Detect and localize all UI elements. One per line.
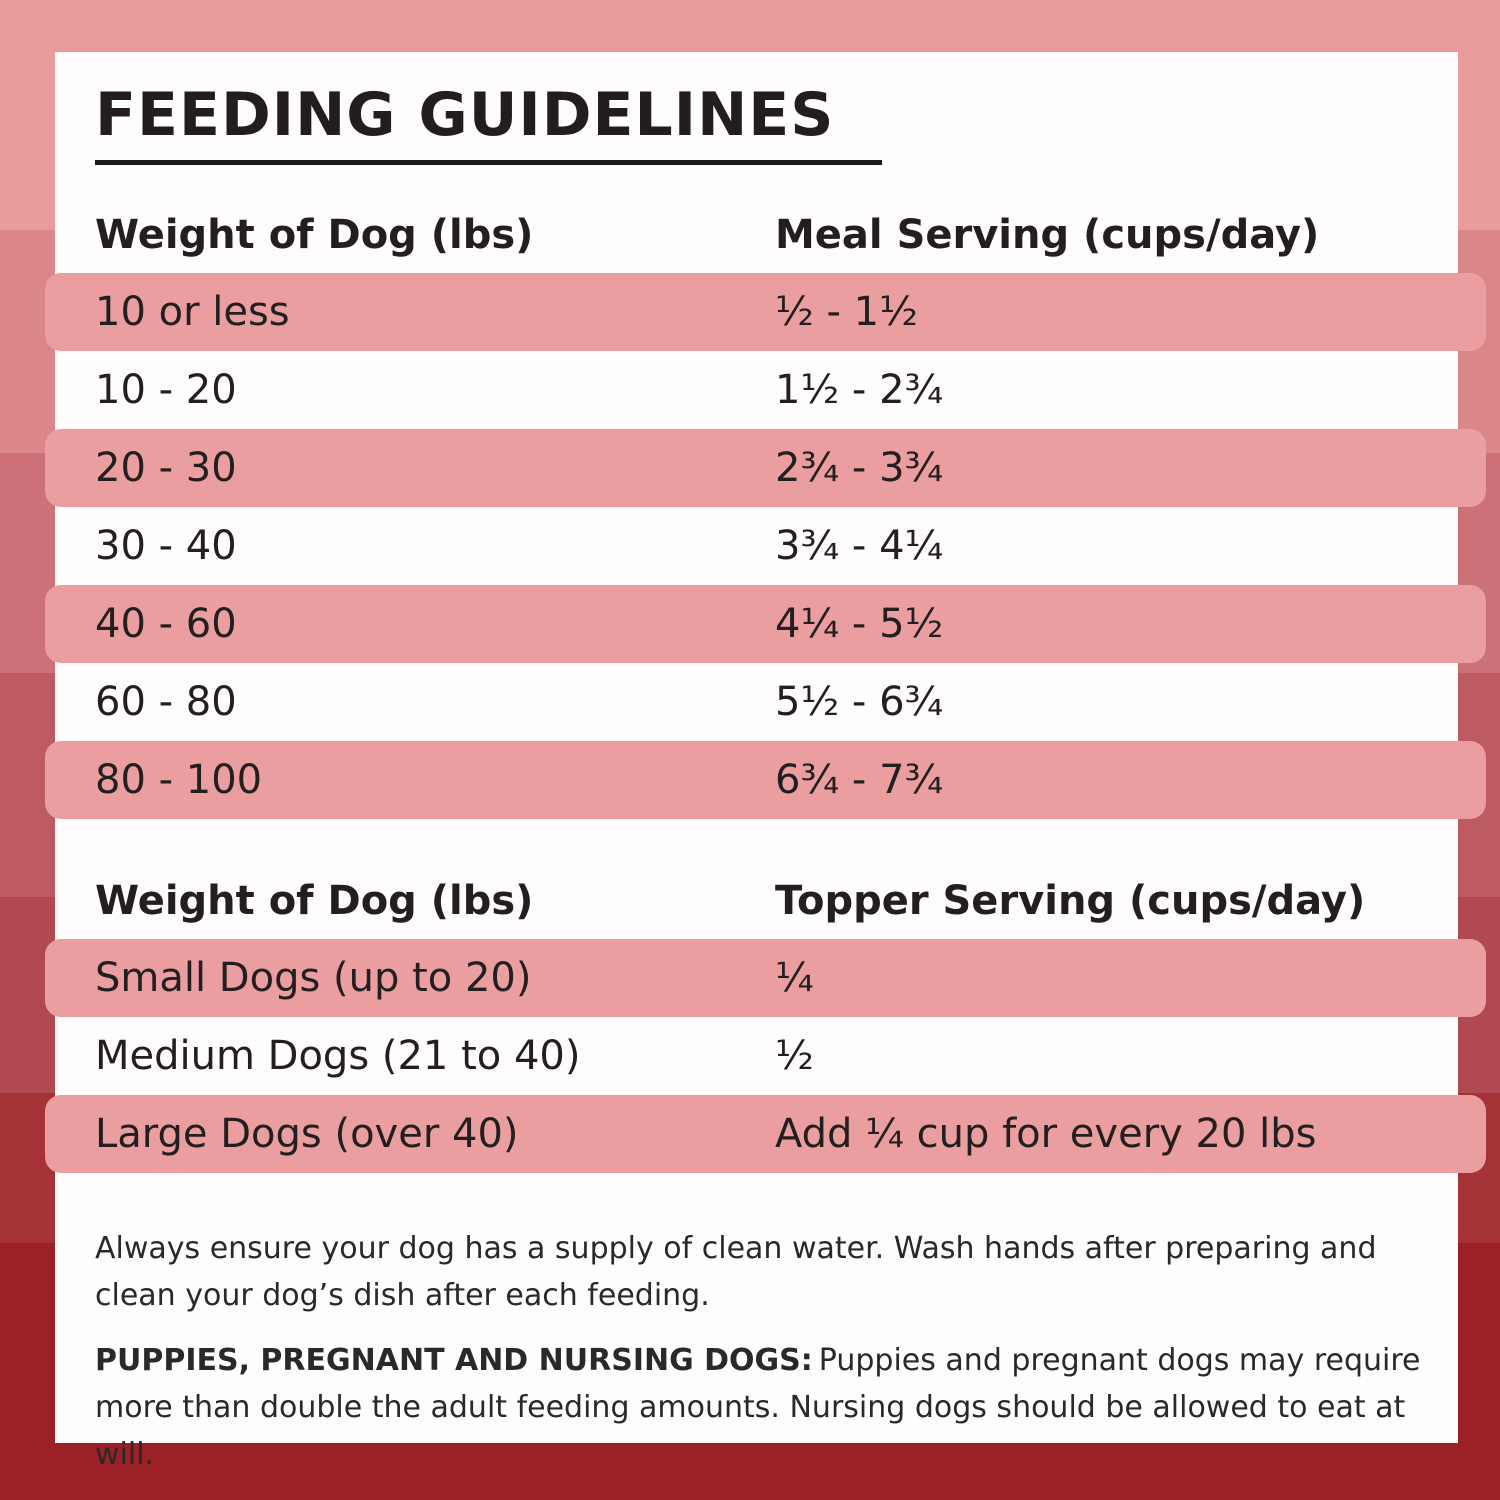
puppies-note-label: PUPPIES, PREGNANT AND NURSING DOGS:: [95, 1343, 813, 1378]
serving-cell: 1½ - 2¾: [775, 367, 944, 413]
table-row: Large Dogs (over 40) Add ¼ cup for every…: [45, 1095, 1486, 1173]
footer-notes: Always ensure your dog has a supply of c…: [95, 1225, 1430, 1478]
meal-serving-column-header: Meal Serving (cups/day): [775, 212, 1320, 258]
serving-cell: Add ¼ cup for every 20 lbs: [775, 1111, 1317, 1157]
serving-cell: ½: [775, 1033, 814, 1079]
table-row: 60 - 80 5½ - 6¾: [55, 663, 1458, 741]
table-row: 80 - 100 6¾ - 7¾: [45, 741, 1486, 819]
table-row: 10 - 20 1½ - 2¾: [55, 351, 1458, 429]
weight-cell: 80 - 100: [95, 757, 263, 803]
weight-cell: 20 - 30: [95, 445, 237, 491]
guidelines-card: FEEDING GUIDELINES Weight of Dog (lbs) M…: [45, 52, 1486, 1472]
table-row: 40 - 60 4¼ - 5½: [45, 585, 1486, 663]
page-title: FEEDING GUIDELINES: [95, 80, 835, 150]
table-row: 10 or less ½ - 1½: [45, 273, 1486, 351]
weight-cell: Medium Dogs (21 to 40): [95, 1033, 581, 1079]
table-row: Medium Dogs (21 to 40) ½: [55, 1017, 1458, 1095]
weight-cell: 10 - 20: [95, 367, 237, 413]
weight-cell: Large Dogs (over 40): [95, 1111, 519, 1157]
weight-cell: 40 - 60: [95, 601, 237, 647]
meal-table-body: 10 or less ½ - 1½ 10 - 20 1½ - 2¾ 20 - 3…: [45, 273, 1486, 819]
table-row: Small Dogs (up to 20) ¼: [45, 939, 1486, 1017]
weight-cell: 60 - 80: [95, 679, 237, 725]
puppies-note: PUPPIES, PREGNANT AND NURSING DOGS: Puppi…: [95, 1337, 1430, 1478]
topper-table-header: Weight of Dog (lbs) Topper Serving (cups…: [55, 877, 1458, 925]
serving-cell: ¼: [775, 955, 814, 1001]
topper-serving-column-header: Topper Serving (cups/day): [775, 878, 1366, 924]
topper-table-body: Small Dogs (up to 20) ¼ Medium Dogs (21 …: [45, 939, 1486, 1173]
weight-cell: 10 or less: [95, 289, 290, 335]
puppies-note-text: Puppies and pregnant dogs may require mo…: [95, 1343, 1421, 1472]
title-underline: [95, 160, 882, 165]
weight-cell: Small Dogs (up to 20): [95, 955, 532, 1001]
serving-cell: 4¼ - 5½: [775, 601, 944, 647]
serving-cell: 5½ - 6¾: [775, 679, 944, 725]
serving-cell: 2¾ - 3¾: [775, 445, 944, 491]
weight-column-header: Weight of Dog (lbs): [95, 878, 534, 924]
table-row: 20 - 30 2¾ - 3¾: [45, 429, 1486, 507]
serving-cell: ½ - 1½: [775, 289, 918, 335]
serving-cell: 3¾ - 4¼: [775, 523, 944, 569]
table-row: 30 - 40 3¾ - 4¼: [55, 507, 1458, 585]
weight-cell: 30 - 40: [95, 523, 237, 569]
serving-cell: 6¾ - 7¾: [775, 757, 944, 803]
meal-table-header: Weight of Dog (lbs) Meal Serving (cups/d…: [55, 211, 1458, 259]
weight-column-header: Weight of Dog (lbs): [95, 212, 534, 258]
water-note: Always ensure your dog has a supply of c…: [95, 1231, 1377, 1313]
